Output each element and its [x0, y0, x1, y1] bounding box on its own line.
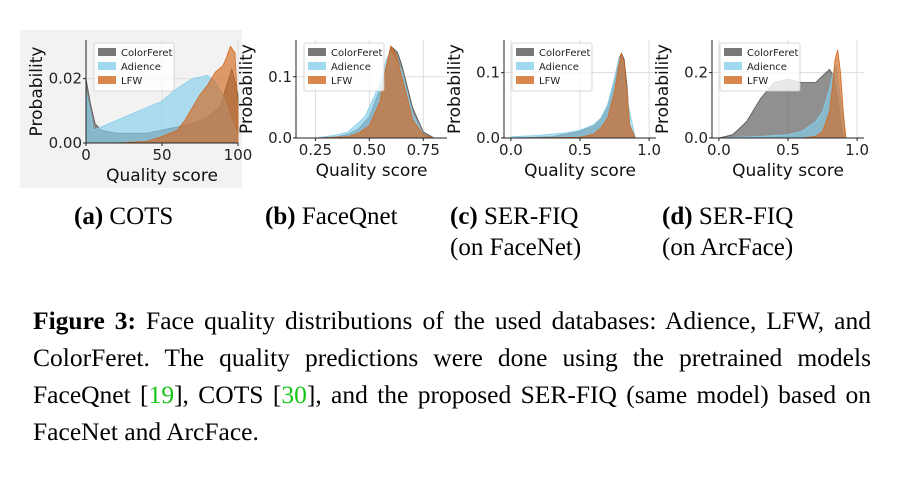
legend-label-adience: Adience: [331, 62, 371, 73]
subcaption-d-text-2: (on ArcFace): [662, 234, 794, 261]
figure-caption: Figure 3: Face quality distributions of …: [33, 302, 871, 450]
caption-text-3: ], and the proposed SER-FIQ (same model)…: [33, 380, 872, 446]
x-tick-label: 0.5: [568, 141, 592, 159]
chart-panel-d: 0.0 0.5 1.0 0.0 0.2 Quality score Probability C…: [653, 40, 869, 181]
citation-link-30[interactable]: 30: [281, 380, 307, 409]
subcaption-c-label: (c): [450, 203, 478, 230]
y-axis-label: Probability: [237, 44, 257, 134]
y-tick-label: 0.1: [476, 64, 500, 82]
series-area-lfw: [315, 45, 435, 139]
caption-text-1: Face quality distributions of the used d…: [33, 306, 871, 409]
caption-text-2: ], COTS [: [174, 380, 282, 409]
chart-panel-a: 0 50 100 0.00 0.02 Quality score Probability Co…: [20, 30, 252, 188]
legend-swatch-colorferet: [308, 48, 326, 56]
subcaption-d-text-1: SER-FIQ: [698, 203, 794, 230]
y-tick-label: 0.0: [476, 129, 500, 147]
y-tick-label: 0.00: [49, 134, 82, 152]
subcaption-c-text-1: SER-FIQ: [484, 203, 579, 230]
x-tick-label: 0.5: [776, 141, 800, 159]
legend-label-colorferet: ColorFeret: [747, 48, 799, 59]
x-tick-label: 100: [224, 146, 253, 164]
x-tick-label: 1.0: [637, 141, 661, 159]
series-area-lfw: [801, 49, 847, 139]
citation-link-19[interactable]: 19: [148, 380, 175, 409]
subcaption-a-label: (a): [74, 203, 104, 230]
chart-panel-b: 0.25 0.50 0.75 0.0 0.1 Quality score Probabili…: [237, 40, 447, 181]
x-axis-label: Quality score: [732, 161, 844, 181]
legend-label-lfw: LFW: [539, 76, 560, 87]
x-axis-label: Quality score: [316, 161, 428, 181]
y-axis-label: Probability: [653, 44, 673, 134]
x-tick-label: 50: [152, 146, 171, 164]
legend-label-adience: Adience: [121, 62, 161, 73]
legend-swatch-lfw: [724, 76, 742, 84]
x-tick-label: 1.0: [845, 141, 869, 159]
y-tick-label: 0.02: [49, 70, 82, 88]
x-axis-label: Quality score: [524, 161, 636, 181]
subcaption-b: (b) FaceQnet: [265, 201, 398, 232]
x-tick-label: 0.0: [499, 141, 523, 159]
legend-swatch-adience: [516, 62, 534, 70]
legend-swatch-adience: [724, 62, 742, 70]
legend-label-colorferet: ColorFeret: [539, 48, 591, 59]
subcaption-a-text: COTS: [109, 203, 174, 230]
x-tick-label: 0.75: [407, 141, 440, 159]
series-area-lfw: [86, 45, 239, 144]
x-tick-label: 0.50: [353, 141, 386, 159]
y-axis-label: Probability: [445, 44, 465, 134]
legend-swatch-adience: [308, 62, 326, 70]
subcaption-d: (d) SER-FIQ (on ArcFace): [662, 201, 793, 263]
legend-swatch-lfw: [516, 76, 534, 84]
subcaption-c: (c) SER-FIQ (on FaceNet): [450, 201, 581, 263]
y-tick-label: 0.0: [268, 129, 292, 147]
legend-label-lfw: LFW: [331, 76, 352, 87]
legend-label-lfw: LFW: [121, 76, 142, 87]
legend-swatch-colorferet: [724, 48, 742, 56]
subcaption-a: (a) COTS: [74, 201, 173, 232]
subcaption-d-label: (d): [662, 203, 693, 230]
legend-label-lfw: LFW: [747, 76, 768, 87]
y-tick-label: 0.1: [268, 68, 292, 86]
figure-label: Figure 3:: [33, 306, 137, 335]
chart-panel-c: 0.0 0.5 1.0 0.0 0.1 Quality score Probability C…: [445, 40, 661, 181]
legend-label-colorferet: ColorFeret: [121, 48, 173, 59]
legend-swatch-colorferet: [516, 48, 534, 56]
legend-swatch-lfw: [98, 76, 116, 84]
y-tick-label: 0.0: [684, 129, 708, 147]
figure-panels: 0 50 100 0.00 0.02 Quality score Probability Co…: [20, 30, 869, 188]
legend-swatch-lfw: [308, 76, 326, 84]
legend-label-adience: Adience: [539, 62, 579, 73]
series-area-lfw: [510, 52, 636, 139]
subcaption-c-text-2: (on FaceNet): [450, 234, 582, 261]
y-axis-label: Probability: [27, 47, 47, 137]
x-tick-label: 0: [81, 146, 91, 164]
legend-label-colorferet: ColorFeret: [331, 48, 383, 59]
x-tick-label: 0.25: [299, 141, 332, 159]
subcaption-b-text: FaceQnet: [301, 203, 398, 230]
legend-swatch-adience: [98, 62, 116, 70]
x-axis-label: Quality score: [106, 166, 218, 186]
x-tick-label: 0.0: [707, 141, 731, 159]
legend-label-adience: Adience: [747, 62, 787, 73]
legend-swatch-colorferet: [98, 48, 116, 56]
y-tick-label: 0.2: [684, 64, 708, 82]
subcaption-b-label: (b): [265, 203, 296, 230]
